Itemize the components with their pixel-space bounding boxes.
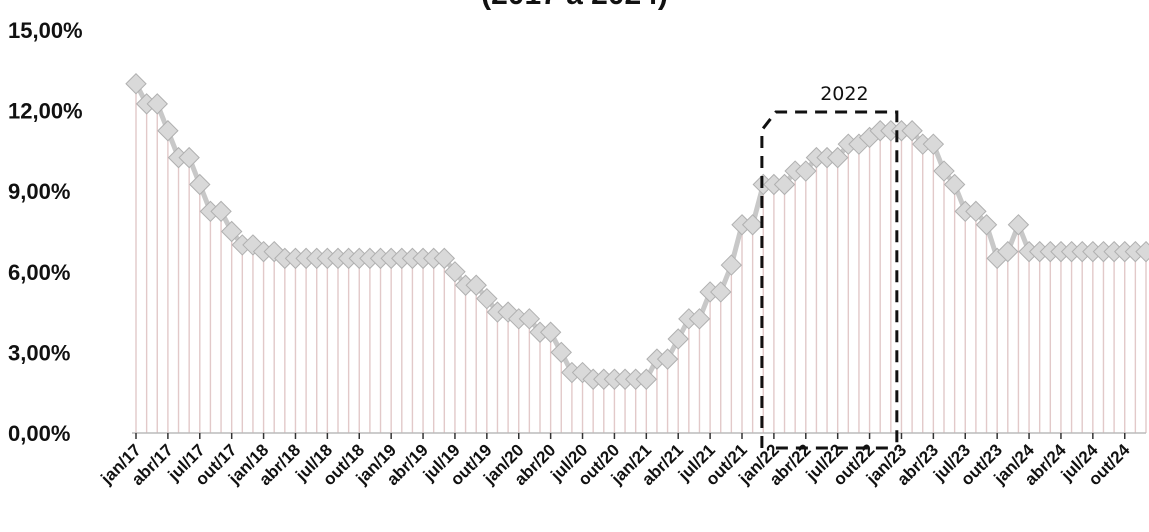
data-point bbox=[667, 328, 689, 350]
data-point bbox=[965, 200, 987, 223]
y-tick-label: 9,00% bbox=[8, 179, 70, 204]
data-point bbox=[189, 173, 211, 196]
data-point bbox=[688, 308, 711, 330]
data-point bbox=[1007, 214, 1030, 236]
highlight-box-group: 2022 bbox=[760, 83, 899, 450]
data-point bbox=[220, 220, 243, 243]
data-point bbox=[146, 93, 168, 115]
data-point bbox=[1135, 240, 1149, 263]
highlight-label: 2022 bbox=[820, 83, 868, 105]
data-point bbox=[741, 214, 764, 236]
data-markers bbox=[125, 73, 1149, 390]
data-point bbox=[497, 301, 519, 323]
data-point bbox=[635, 368, 658, 390]
data-point bbox=[157, 120, 179, 142]
data-point bbox=[997, 240, 1019, 263]
data-point bbox=[656, 348, 679, 370]
data-point bbox=[795, 160, 817, 182]
series-line-group bbox=[133, 82, 1146, 382]
data-point bbox=[550, 341, 572, 364]
data-point bbox=[943, 173, 966, 196]
data-point bbox=[710, 281, 732, 303]
y-tick-label: 3,00% bbox=[8, 340, 70, 365]
y-tick-label: 6,00% bbox=[8, 260, 70, 285]
data-point bbox=[539, 321, 562, 343]
data-point bbox=[720, 254, 743, 276]
data-point bbox=[433, 247, 456, 270]
data-point bbox=[933, 160, 955, 182]
chart-title: (2017 a 2024) bbox=[0, 0, 1149, 12]
data-point bbox=[178, 146, 200, 169]
series-line bbox=[133, 82, 1146, 382]
data-point bbox=[773, 173, 796, 196]
data-point bbox=[210, 200, 232, 223]
y-tick-label: 0,00% bbox=[8, 421, 70, 446]
data-point bbox=[465, 274, 487, 296]
highlight-box bbox=[760, 110, 899, 448]
data-point bbox=[975, 214, 998, 236]
drop-lines bbox=[135, 83, 1147, 433]
data-point bbox=[826, 146, 849, 169]
data-point bbox=[125, 73, 147, 95]
data-point bbox=[922, 133, 945, 155]
data-point bbox=[518, 308, 541, 330]
data-point bbox=[901, 120, 923, 142]
data-point bbox=[444, 261, 466, 283]
y-tick-label: 12,00% bbox=[8, 99, 83, 124]
data-point bbox=[476, 287, 498, 310]
y-tick-label: 15,00% bbox=[8, 18, 83, 43]
